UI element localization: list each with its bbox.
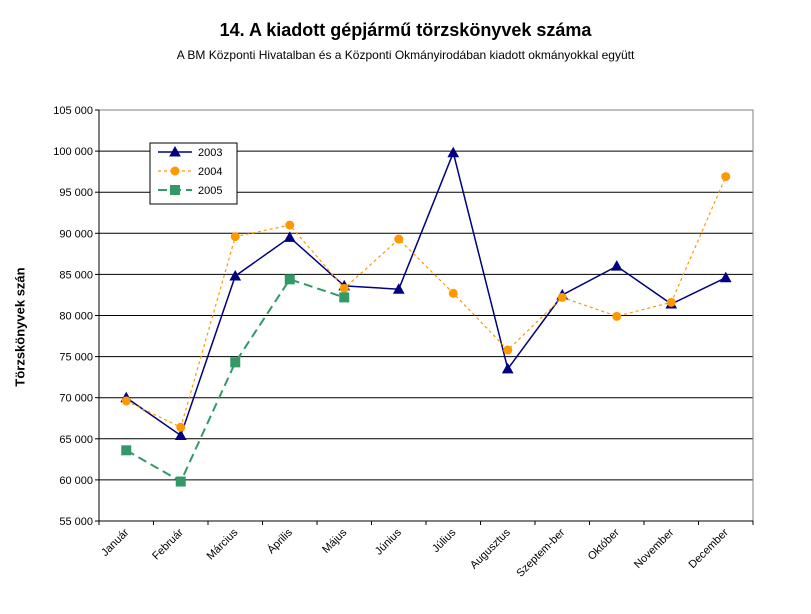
data-point-2003 <box>610 260 623 271</box>
data-point-2004 <box>394 234 404 244</box>
x-tick-label: Január <box>99 526 132 559</box>
legend-label-2005: 2005 <box>198 185 222 197</box>
data-point-2004 <box>503 345 513 355</box>
legend: 2003 2004 2005 <box>149 142 238 205</box>
data-point-2003 <box>719 271 732 283</box>
y-tick-label: 100 000 <box>53 146 93 158</box>
data-point-2003 <box>392 283 405 294</box>
legend-label-2004: 2004 <box>198 166 222 178</box>
x-tick-label: December <box>687 526 732 571</box>
data-point-2005 <box>284 274 295 285</box>
data-point-2005 <box>175 476 186 487</box>
x-tick-label: Március <box>205 526 241 562</box>
data-point-2003 <box>501 362 514 374</box>
x-tick-label: Szeptem-ber <box>514 526 567 579</box>
y-tick-label: 85 000 <box>59 269 93 281</box>
x-tick-label: Február <box>150 526 186 562</box>
y-tick-label: 95 000 <box>59 187 93 199</box>
y-tick-label: 75 000 <box>59 352 93 364</box>
data-point-2004 <box>121 396 131 406</box>
y-tick-label: 60 000 <box>59 475 93 487</box>
data-point-2004 <box>557 292 567 302</box>
y-tick-label: 65 000 <box>59 434 93 446</box>
legend-marker-2004 <box>170 166 180 176</box>
chart-title: 14. A kiadott gépjármű törzskönyvek szám… <box>219 20 592 40</box>
data-point-2003 <box>283 231 296 242</box>
legend-marker-2005 <box>170 185 180 195</box>
y-tick-label: 55 000 <box>59 516 93 528</box>
data-point-2005 <box>121 445 132 456</box>
series-group <box>120 146 732 487</box>
gridlines <box>99 150 753 481</box>
data-point-2004 <box>612 311 622 321</box>
x-tick-label: Július <box>430 526 459 555</box>
data-point-2004 <box>666 297 676 307</box>
y-tick-label: 80 000 <box>59 311 93 323</box>
x-tick-label: Október <box>586 526 622 562</box>
x-tick-label: Április <box>264 526 295 557</box>
x-tick-label: Május <box>320 526 350 556</box>
data-point-2004 <box>448 288 458 298</box>
data-point-2004 <box>285 220 295 230</box>
data-point-2005 <box>230 357 241 368</box>
series-line-2004 <box>126 176 727 429</box>
data-point-2003 <box>229 270 242 281</box>
series-line-2003 <box>125 150 727 437</box>
legend-marker-2003 <box>169 145 181 157</box>
data-point-2004 <box>230 232 240 242</box>
legend-box <box>149 142 238 205</box>
data-point-2005 <box>339 292 350 303</box>
legend-label-2003: 2003 <box>198 147 222 159</box>
data-point-2003 <box>447 146 460 158</box>
data-point-2003 <box>174 429 187 441</box>
series-line-2005 <box>125 278 345 483</box>
x-tick-label: Június <box>373 526 404 557</box>
data-point-2004 <box>176 422 186 432</box>
x-tick-label: November <box>632 526 677 571</box>
y-tick-label: 90 000 <box>59 228 93 240</box>
data-point-2004 <box>339 283 349 293</box>
data-point-2004 <box>721 172 731 182</box>
y-tick-label: 70 000 <box>59 393 93 405</box>
chart-subtitle: A BM Központi Hivatalban és a Központi O… <box>176 48 635 62</box>
y-tick-label: 105 000 <box>53 105 93 117</box>
x-tick-label: Augusztus <box>468 526 513 571</box>
